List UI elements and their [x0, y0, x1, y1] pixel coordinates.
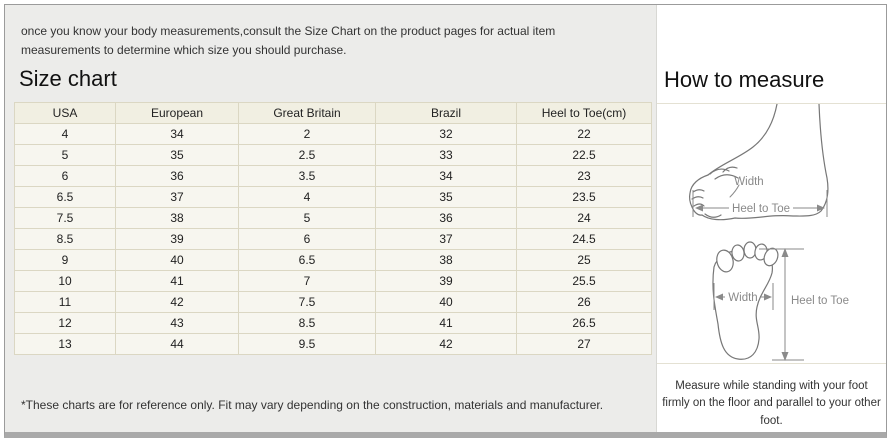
table-cell: 25: [516, 249, 652, 271]
size-table-body: 4 34 2 32 22 5 35 2.5 33 22.5 6 36 3.5 34 23 6.5 37 4 35 23…: [14, 123, 652, 355]
size-table: USA European Great Britain Brazil Heel to To…: [14, 102, 652, 355]
table-cell: 4: [14, 123, 116, 145]
table-cell: 39: [115, 228, 239, 250]
table-cell: 7: [238, 270, 376, 292]
table-cell: 27: [516, 333, 652, 355]
table-cell: 22: [516, 123, 652, 145]
footprint-icon: [712, 241, 779, 360]
table-cell: 35: [375, 186, 517, 208]
table-row: 6 36 3.5 34 23: [14, 165, 652, 187]
divider-line: [657, 363, 886, 364]
table-cell: 2: [238, 123, 376, 145]
table-cell: 23: [516, 165, 652, 187]
header-row: USA European Great Britain Brazil Heel to To…: [14, 102, 652, 124]
table-cell: 39: [375, 270, 517, 292]
table-row: 9 40 6.5 38 25: [14, 249, 652, 271]
intro-text: once you know your body measurements,con…: [21, 24, 556, 57]
table-cell: 22.5: [516, 144, 652, 166]
table-cell: 35: [115, 144, 239, 166]
table-cell: 8.5: [238, 312, 376, 334]
table-cell: 8.5: [14, 228, 116, 250]
table-cell: 38: [375, 249, 517, 271]
table-row: 7.5 38 5 36 24: [14, 207, 652, 229]
table-row: 6.5 37 4 35 23.5: [14, 186, 652, 208]
footprint-heel-to-toe-label: Heel to Toe: [791, 295, 849, 307]
footprint-width-label: Width: [728, 292, 757, 304]
column-header: Brazil: [375, 102, 517, 124]
table-cell: 42: [375, 333, 517, 355]
table-row: 10 41 7 39 25.5: [14, 270, 652, 292]
side-heel-to-toe-label: Heel to Toe: [732, 203, 790, 215]
how-to-measure-panel: How to measure: [656, 5, 886, 432]
table-row: 5 35 2.5 33 22.5: [14, 144, 652, 166]
table-row: 11 42 7.5 40 26: [14, 291, 652, 313]
table-cell: 37: [375, 228, 517, 250]
table-cell: 26: [516, 291, 652, 313]
foot-diagrams-svg: Width Heel to Toe: [689, 103, 849, 361]
reference-footnote: *These charts are for reference only. Fi…: [21, 398, 604, 412]
table-cell: 24.5: [516, 228, 652, 250]
table-cell: 34: [375, 165, 517, 187]
measure-instruction: Measure while standing with your foot fi…: [662, 380, 881, 427]
table-row: 8.5 39 6 37 24.5: [14, 228, 652, 250]
side-width-label: Width: [734, 176, 763, 188]
table-cell: 36: [115, 165, 239, 187]
table-cell: 24: [516, 207, 652, 229]
table-cell: 11: [14, 291, 116, 313]
table-cell: 42: [115, 291, 239, 313]
table-row: 13 44 9.5 42 27: [14, 333, 652, 355]
size-table-head: USA European Great Britain Brazil Heel to To…: [14, 102, 652, 124]
divider-line: [657, 103, 886, 104]
size-guide-widget: once you know your body measurements,con…: [4, 4, 887, 438]
table-cell: 13: [14, 333, 116, 355]
table-cell: 3.5: [238, 165, 376, 187]
size-chart-panel: once you know your body measurements,con…: [5, 5, 656, 432]
table-cell: 5: [238, 207, 376, 229]
table-cell: 6: [14, 165, 116, 187]
table-cell: 36: [375, 207, 517, 229]
table-cell: 34: [115, 123, 239, 145]
table-cell: 6: [238, 228, 376, 250]
table-cell: 5: [14, 144, 116, 166]
table-cell: 32: [375, 123, 517, 145]
table-cell: 43: [115, 312, 239, 334]
measurement-diagrams: Width Heel to Toe: [657, 103, 886, 362]
column-header: European: [115, 102, 239, 124]
table-cell: 41: [375, 312, 517, 334]
table-cell: 6.5: [238, 249, 376, 271]
column-header: Heel to Toe(cm): [516, 102, 652, 124]
table-cell: 33: [375, 144, 517, 166]
table-cell: 40: [115, 249, 239, 271]
side-view-ruler: [692, 190, 828, 217]
table-cell: 44: [115, 333, 239, 355]
table-cell: 40: [375, 291, 517, 313]
table-row: 4 34 2 32 22: [14, 123, 652, 145]
table-cell: 9: [14, 249, 116, 271]
table-cell: 38: [115, 207, 239, 229]
table-cell: 4: [238, 186, 376, 208]
table-cell: 6.5: [14, 186, 116, 208]
how-to-measure-title: How to measure: [664, 67, 825, 92]
table-cell: 7.5: [14, 207, 116, 229]
table-cell: 26.5: [516, 312, 652, 334]
foot-side-view-icon: [689, 103, 829, 221]
column-header: Great Britain: [238, 102, 376, 124]
table-cell: 9.5: [238, 333, 376, 355]
table-cell: 41: [115, 270, 239, 292]
table-cell: 37: [115, 186, 239, 208]
table-cell: 2.5: [238, 144, 376, 166]
table-row: 12 43 8.5 41 26.5: [14, 312, 652, 334]
column-header: USA: [14, 102, 116, 124]
table-cell: 10: [14, 270, 116, 292]
table-cell: 12: [14, 312, 116, 334]
table-cell: 25.5: [516, 270, 652, 292]
footprint-rulers: [713, 248, 804, 361]
table-cell: 23.5: [516, 186, 652, 208]
size-chart-title: Size chart: [19, 66, 117, 91]
table-cell: 7.5: [238, 291, 376, 313]
